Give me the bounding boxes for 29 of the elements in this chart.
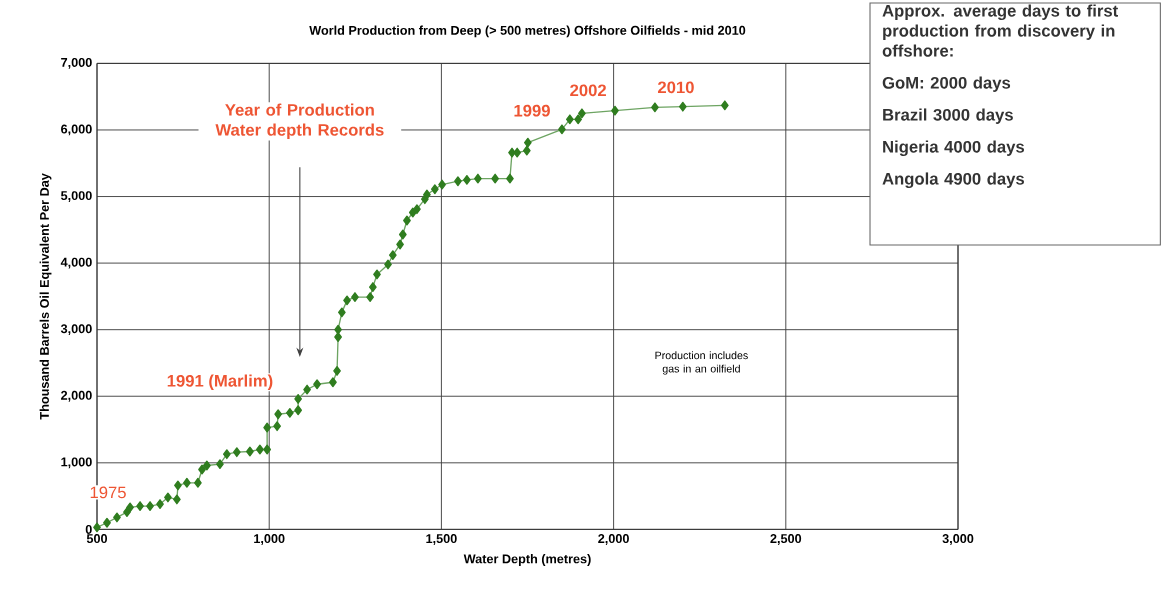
y-tick-label: 0 (85, 524, 92, 534)
annotation: Nigeria 4000 days (883, 140, 1025, 156)
annotation: Production includes gas in an oilfield (655, 351, 748, 375)
annotation: Angola 4900 days (882, 172, 1025, 188)
y-tick-label: 2,000 (61, 390, 92, 402)
annotation: 1975 (90, 486, 126, 499)
x-tick-label: 500 (86, 533, 108, 543)
annotation: 2002 (570, 84, 606, 97)
x-tick-label: 1,000 (254, 533, 285, 545)
x-tick-label: 2,500 (770, 533, 802, 545)
y-tick-label: 4,000 (60, 257, 92, 269)
text: Approx. average days to first production from discovery in offshore: (882, 4, 1118, 57)
y-tick-label: 1,000 (61, 457, 92, 469)
annotation: GoM: 2000 days (882, 76, 1011, 92)
y-axis-title: Thousand Barrels Oil Equivalent Per Day (39, 173, 52, 420)
x-axis-title: Water Depth (metres) (463, 553, 591, 566)
y-tick-label: 5,000 (60, 190, 92, 202)
y-tick-label: 7,000 (61, 57, 92, 69)
annotation: 2010 (657, 81, 694, 94)
x-tick-label: 1,500 (426, 533, 457, 545)
annotation: 1991 (Marlim) (167, 374, 273, 390)
chart-title: World Production from Deep (> 500 metres) Offshore Oilfields - mid 2010 (309, 25, 746, 38)
annotation: 1999 (514, 104, 550, 117)
x-tick-label: 3,000 (942, 533, 974, 545)
y-tick-label: 3,000 (60, 324, 92, 335)
annotation: Brazil 3000 days (883, 108, 1013, 124)
annotation: Year of Production Water depth Records (215, 103, 384, 139)
x-tick-label: 2,000 (598, 533, 629, 545)
y-tick-label: 6,000 (61, 124, 92, 136)
